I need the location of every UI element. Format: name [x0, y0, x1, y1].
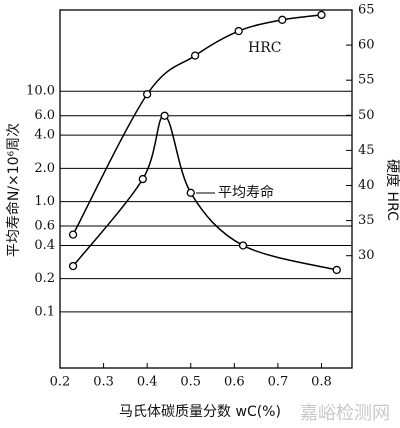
y-tick-label: 4.0: [34, 128, 55, 143]
y2-axis-label: 硬度 HRC: [384, 159, 400, 221]
data-point: [234, 26, 243, 36]
y-tick-label: 0.6: [34, 219, 55, 234]
data-point: [278, 15, 287, 24]
data-point: [68, 230, 78, 239]
y2-tick-label: 35: [358, 213, 375, 228]
annotation: 平均寿命: [218, 184, 274, 201]
y-tick-label: 0.1: [34, 304, 55, 319]
y-axis-label: 平均寿命N/×10⁶周次: [5, 123, 22, 257]
data-point: [186, 188, 195, 197]
x-tick-label: 0.3: [93, 375, 114, 390]
y2-tick-label: 40: [358, 178, 375, 193]
data-point: [317, 10, 326, 20]
x-axis-label: 马氏体碳质量分数 wC(%): [119, 404, 281, 420]
x-tick-label: 0.6: [224, 375, 245, 390]
y2-tick-label: 60: [358, 38, 375, 53]
y2-tick-label: 50: [358, 108, 375, 123]
data-point: [332, 265, 341, 275]
y-tick-label: 10.0: [26, 84, 55, 99]
data-point: [238, 241, 248, 250]
x-tick-label: 0.5: [180, 375, 201, 390]
y-tick-label: 0.4: [34, 238, 55, 253]
series-line: [72, 114, 337, 271]
y2-tick-label: 65: [358, 3, 375, 18]
data-point: [160, 111, 169, 120]
y2-tick-label: 30: [358, 248, 375, 263]
y2-tick-label: 55: [358, 73, 375, 88]
y2-tick-label: 45: [358, 143, 375, 158]
data-point: [143, 90, 152, 99]
data-point: [190, 51, 200, 60]
y-tick-label: 1.0: [34, 194, 55, 209]
data-point: [68, 261, 78, 271]
y-tick-label: 0.2: [34, 271, 55, 286]
watermark: 嘉峪检测网: [300, 403, 390, 424]
x-tick-label: 0.7: [268, 375, 289, 390]
x-tick-label: 0.2: [50, 375, 71, 390]
plot-frame: [59, 9, 353, 369]
y-tick-label: 2.0: [34, 161, 55, 176]
annotation: HRC: [248, 40, 281, 56]
data-point: [138, 174, 147, 184]
y-tick-label: 6.0: [34, 108, 55, 123]
x-tick-label: 0.4: [137, 375, 158, 390]
x-tick-label: 0.8: [311, 375, 332, 390]
